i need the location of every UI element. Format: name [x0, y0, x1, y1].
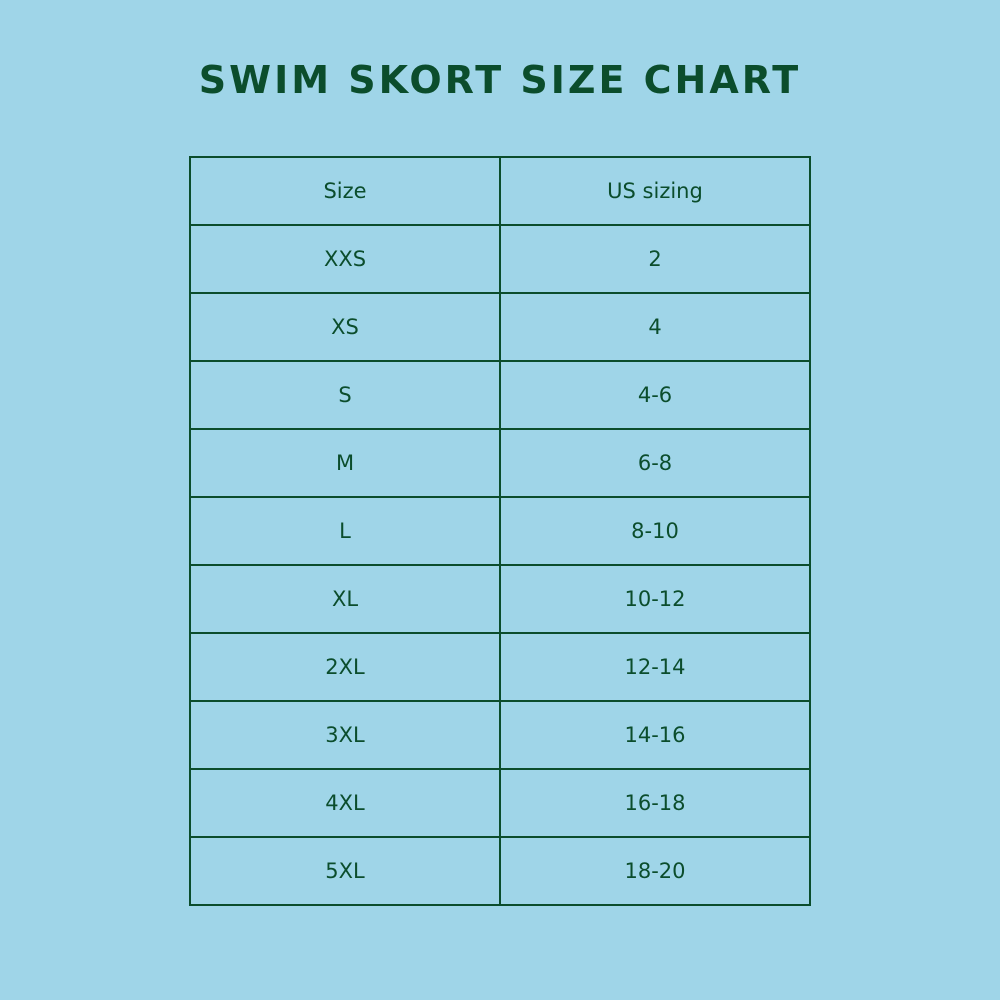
- size-cell: XL: [189, 564, 501, 634]
- size-cell: 3XL: [189, 700, 501, 770]
- us-sizing-cell: 18-20: [499, 836, 811, 906]
- header-us-sizing: US sizing: [499, 156, 811, 226]
- us-sizing-cell: 6-8: [499, 428, 811, 498]
- table-header-row: Size US sizing: [189, 156, 811, 226]
- table-row: XL 10-12: [189, 564, 811, 634]
- us-sizing-cell: 14-16: [499, 700, 811, 770]
- us-sizing-cell: 12-14: [499, 632, 811, 702]
- table-row: 2XL 12-14: [189, 632, 811, 702]
- size-cell: 5XL: [189, 836, 501, 906]
- us-sizing-cell: 4-6: [499, 360, 811, 430]
- us-sizing-cell: 2: [499, 224, 811, 294]
- us-sizing-cell: 16-18: [499, 768, 811, 838]
- size-cell: 2XL: [189, 632, 501, 702]
- us-sizing-cell: 8-10: [499, 496, 811, 566]
- table-row: XXS 2: [189, 224, 811, 294]
- size-cell: 4XL: [189, 768, 501, 838]
- table-row: 4XL 16-18: [189, 768, 811, 838]
- page-title: SWIM SKORT SIZE CHART: [198, 58, 802, 102]
- size-cell: L: [189, 496, 501, 566]
- table-row: 5XL 18-20: [189, 836, 811, 906]
- size-cell: S: [189, 360, 501, 430]
- size-chart-table: Size US sizing XXS 2 XS 4 S 4-6 M 6-8 L 8-10 XL 10-…: [189, 156, 811, 906]
- us-sizing-cell: 4: [499, 292, 811, 362]
- table-row: L 8-10: [189, 496, 811, 566]
- table-row: S 4-6: [189, 360, 811, 430]
- size-cell: XS: [189, 292, 501, 362]
- table-row: 3XL 14-16: [189, 700, 811, 770]
- us-sizing-cell: 10-12: [499, 564, 811, 634]
- table-row: M 6-8: [189, 428, 811, 498]
- size-cell: XXS: [189, 224, 501, 294]
- table-row: XS 4: [189, 292, 811, 362]
- size-cell: M: [189, 428, 501, 498]
- header-size: Size: [189, 156, 501, 226]
